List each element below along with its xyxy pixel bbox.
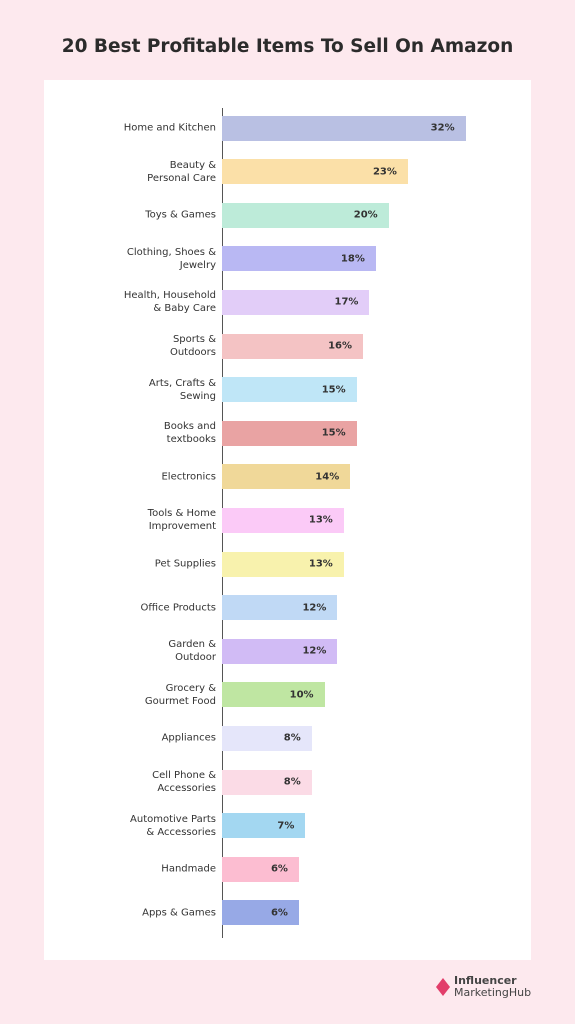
category-label: Arts, Crafts & Sewing — [148, 377, 216, 402]
value-label: 10% — [289, 689, 314, 701]
category-label: Electronics — [161, 471, 216, 483]
bar — [222, 900, 299, 926]
brand-line: MarketingHub — [454, 986, 532, 999]
value-label: 6% — [270, 863, 288, 875]
value-label: 32% — [430, 122, 455, 134]
bar — [222, 507, 344, 533]
bar — [222, 202, 389, 228]
value-label: 8% — [283, 776, 301, 788]
category-label: Tools & Home Improvement — [147, 508, 216, 533]
value-label: 20% — [353, 209, 378, 221]
value-label: 12% — [302, 645, 327, 657]
category-label: Health, Household & Baby Care — [123, 290, 216, 315]
bar — [222, 813, 306, 839]
bar — [222, 159, 408, 185]
chart-panel: Home and Kitchen 32% Beauty & Personal Car… — [44, 80, 531, 960]
bar — [222, 856, 299, 882]
category-label: Grocery & Gourmet Food — [144, 682, 216, 707]
category-label: Toys & Games — [145, 209, 216, 221]
value-label: 15% — [321, 384, 346, 396]
bar — [222, 595, 338, 621]
bar — [222, 333, 364, 359]
bar — [222, 115, 466, 141]
value-label: 12% — [302, 602, 327, 614]
value-label: 7% — [277, 820, 295, 832]
bar — [222, 682, 325, 708]
category-label: Office Products — [140, 602, 216, 614]
value-label: 15% — [321, 427, 346, 439]
category-label: Clothing, Shoes & Jewelry — [126, 246, 216, 271]
category-label: Garden & Outdoor — [168, 639, 216, 664]
category-label: Automotive Parts & Accessories — [130, 813, 216, 838]
category-label: Handmade — [161, 863, 216, 875]
brand-line: Influencer — [454, 974, 517, 987]
value-label: 18% — [340, 253, 365, 265]
bar — [222, 551, 344, 577]
bar — [222, 420, 357, 446]
bar — [222, 464, 351, 490]
category-label: Pet Supplies — [154, 558, 216, 570]
category-label: Appliances — [161, 732, 216, 744]
value-label: 13% — [308, 558, 333, 570]
category-label: Books and textbooks — [163, 421, 216, 446]
bar — [222, 769, 312, 795]
value-label: 6% — [270, 907, 288, 919]
bar — [222, 246, 376, 272]
value-label: 16% — [328, 340, 353, 352]
value-label: 14% — [315, 471, 340, 483]
value-label: 17% — [334, 296, 359, 308]
logo-icon — [436, 978, 450, 996]
bar — [222, 725, 312, 751]
category-label: Apps & Games — [142, 907, 216, 919]
value-label: 8% — [283, 732, 301, 744]
category-label: Sports & Outdoors — [169, 334, 216, 358]
category-label: Cell Phone & Accessories — [152, 770, 216, 794]
chart-title: 20 Best Profitable Items To Sell On Amaz… — [61, 36, 514, 57]
category-label: Home and Kitchen — [123, 122, 216, 134]
bar — [222, 638, 338, 664]
brand: Influencer MarketingHub — [454, 975, 531, 999]
bar — [222, 377, 357, 403]
category-label: Beauty & Personal Care — [147, 159, 216, 184]
value-label: 13% — [308, 514, 333, 526]
value-label: 23% — [372, 166, 397, 178]
bar — [222, 289, 370, 315]
